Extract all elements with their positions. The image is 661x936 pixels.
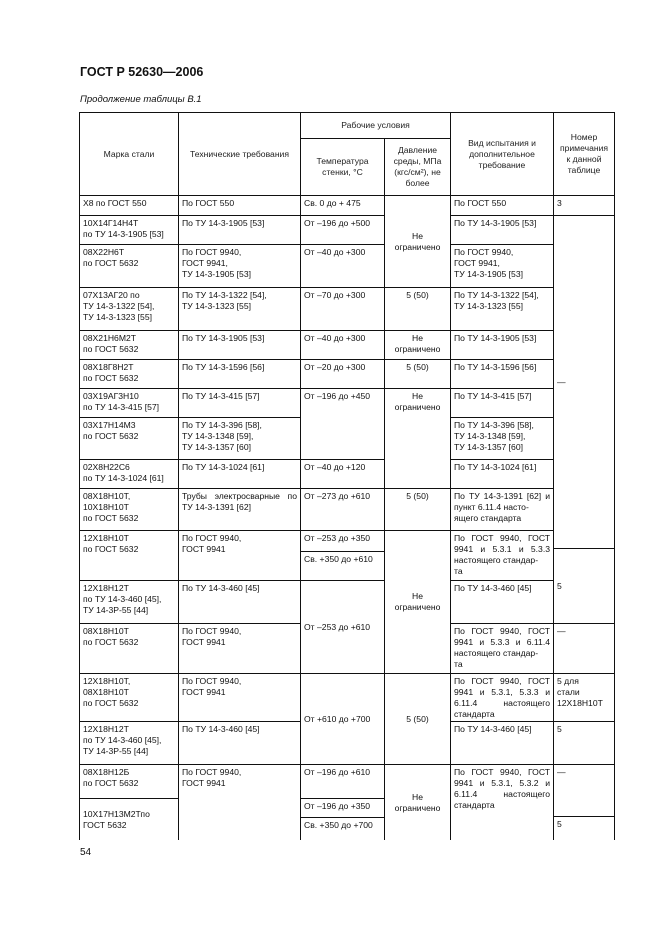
requirements-cell: По ГОСТ 9940, ГОСТ 9941 xyxy=(178,764,301,840)
header-temperature: Температура стенки, °С xyxy=(300,138,385,196)
steel-grade-cell: 08Х22Н6Т по ГОСТ 5632 xyxy=(79,244,179,288)
steel-grade-cell: 12Х18Н10Т, 08Х18Н10Т по ГОСТ 5632 xyxy=(79,673,179,722)
pressure-cell: Не ограничено xyxy=(384,330,451,360)
note-cell: — xyxy=(553,623,615,674)
header-conditions: Рабочие условия xyxy=(300,112,451,139)
test-cell: По ТУ 14-3-1905 [53] xyxy=(450,330,554,360)
steel-grade-cell: 08Х18Н10Т, 10Х18Н10Т по ГОСТ 5632 xyxy=(79,488,179,531)
note-cell: — xyxy=(553,764,615,817)
note-cell: 5 xyxy=(553,816,615,840)
requirements-cell: По ТУ 14-3-1596 [56] xyxy=(178,359,301,389)
test-cell: По ТУ 14-3-1391 [62] и пункт 6.11.4 наст… xyxy=(450,488,554,531)
note-cell: 5 для стали 12Х18Н10Т xyxy=(553,673,615,722)
requirements-cell: По ГОСТ 550 xyxy=(178,195,301,216)
steel-grade-cell: 03Х17Н14М3 по ГОСТ 5632 xyxy=(79,417,179,460)
test-cell: По ГОСТ 9940, ГОСТ 9941 и 5.3.3 и 6.11.4… xyxy=(450,623,554,674)
pressure-cell: 5 (50) xyxy=(384,287,451,331)
pressure-cell: 5 (50) xyxy=(384,359,451,389)
temperature-cell: Св. +350 до +700 xyxy=(300,817,385,840)
requirements-cell: Трубы электросварные по ТУ 14-3-1391 [62… xyxy=(178,488,301,531)
requirements-cell: По ГОСТ 9940, ГОСТ 9941 xyxy=(178,673,301,722)
temperature-cell: От –20 до +300 xyxy=(300,359,385,389)
temperature-cell: От –253 до +610 xyxy=(300,580,385,674)
steel-grade-cell: 08Х18Г8Н2Т по ГОСТ 5632 xyxy=(79,359,179,389)
pressure-cell: Не ограничено xyxy=(384,388,451,489)
temperature-cell: От –273 до +610 xyxy=(300,488,385,531)
test-cell: По ГОСТ 9940, ГОСТ 9941 и 5.3.1, 5.3.3 и… xyxy=(450,673,554,722)
requirements-cell: По ТУ 14-3-1024 [61] xyxy=(178,459,301,489)
requirements-cell: По ГОСТ 9940, ГОСТ 9941, ТУ 14-3-1905 [5… xyxy=(178,244,301,288)
note-cell: 5 xyxy=(553,721,615,765)
requirements-cell: По ТУ 14-3-1905 [53] xyxy=(178,215,301,245)
steel-grade-cell: 08Х18Н10Т по ГОСТ 5632 xyxy=(79,623,179,674)
pressure-cell: Не ограничено xyxy=(384,195,451,288)
test-cell: По ГОСТ 9940, ГОСТ 9941, ТУ 14-3-1905 [5… xyxy=(450,244,554,288)
temperature-cell: От –40 до +300 xyxy=(300,244,385,288)
requirements-cell: По ТУ 14-3-1322 [54], ТУ 14-3-1323 [55] xyxy=(178,287,301,331)
requirements-cell: По ТУ 14-3-415 [57] xyxy=(178,388,301,418)
steel-grade-cell: 10Х14Г14Н4Т по ТУ 14-3-1905 [53] xyxy=(79,215,179,245)
header-test: Вид испытания и дополнительное требовани… xyxy=(450,112,554,196)
note-cell: 3 xyxy=(553,195,615,216)
test-cell: По ТУ 14-3-460 [45] xyxy=(450,721,554,765)
steel-grade-cell: Х8 по ГОСТ 550 xyxy=(79,195,179,216)
requirements-cell: По ТУ 14-3-460 [45] xyxy=(178,721,301,765)
header-pressure: Давление среды, МПа (кгс/см²), не более xyxy=(384,138,451,196)
temperature-cell: От –196 до +610 xyxy=(300,764,385,799)
requirements-cell: По ГОСТ 9940, ГОСТ 9941 xyxy=(178,530,301,581)
test-cell: По ГОСТ 9940, ГОСТ 9941 и 5.3.1 и 5.3.3 … xyxy=(450,530,554,581)
note-cell: 5 xyxy=(553,548,615,624)
test-cell: По ГОСТ 9940, ГОСТ 9941 и 5.3.1, 5.3.2 и… xyxy=(450,764,554,840)
test-cell: По ТУ 14-3-396 [58], ТУ 14-3-1348 [59], … xyxy=(450,417,554,460)
temperature-cell: От –196 до +500 xyxy=(300,215,385,245)
temperature-cell: От –70 до +300 xyxy=(300,287,385,331)
steel-grade-cell: 03Х19АГ3Н10 по ТУ 14-3-415 [57] xyxy=(79,388,179,418)
steel-grade-cell: 10Х17Н13М2Тпо ГОСТ 5632 xyxy=(79,798,179,840)
requirements-cell: По ТУ 14-3-396 [58], ТУ 14-3-1348 [59], … xyxy=(178,417,301,460)
test-cell: По ТУ 14-3-1024 [61] xyxy=(450,459,554,489)
header-mark: Марка стали xyxy=(79,112,179,196)
temperature-cell: Св. 0 до + 475 xyxy=(300,195,385,216)
document-title: ГОСТ Р 52630—2006 xyxy=(80,65,204,79)
temperature-cell: Св. +350 до +610 xyxy=(300,551,385,581)
temperature-cell: От –40 до +120 xyxy=(300,459,385,489)
test-cell: По ТУ 14-3-1596 [56] xyxy=(450,359,554,389)
steel-grade-cell: 12Х18Н12Т по ТУ 14-3-460 [45], ТУ 14-3Р-… xyxy=(79,721,179,765)
test-cell: По ТУ 14-3-415 [57] xyxy=(450,388,554,418)
test-cell: По ТУ 14-3-1322 [54], ТУ 14-3-1323 [55] xyxy=(450,287,554,331)
steel-grade-cell: 02Х8Н22С6 по ТУ 14-3-1024 [61] xyxy=(79,459,179,489)
note-cell: — xyxy=(553,215,615,549)
temperature-cell: От +610 до +700 xyxy=(300,673,385,765)
pressure-cell: 5 (50) xyxy=(384,488,451,531)
test-cell: По ТУ 14-3-460 [45] xyxy=(450,580,554,624)
steel-grade-cell: 08Х18Н12Б по ГОСТ 5632 xyxy=(79,764,179,799)
temperature-cell: От –196 до +350 xyxy=(300,798,385,818)
test-cell: По ГОСТ 550 xyxy=(450,195,554,216)
temperature-cell: От –40 до +300 xyxy=(300,330,385,360)
steel-grade-cell: 08Х21Н6М2Т по ГОСТ 5632 xyxy=(79,330,179,360)
page-number: 54 xyxy=(80,847,92,858)
header-requirements: Технические требования xyxy=(178,112,301,196)
pressure-cell: Не ограничено xyxy=(384,530,451,674)
requirements-cell: По ТУ 14-3-1905 [53] xyxy=(178,330,301,360)
pressure-cell: Не ограничено xyxy=(384,764,451,840)
steel-grade-cell: 07Х13АГ20 по ТУ 14-3-1322 [54], ТУ 14-3-… xyxy=(79,287,179,331)
test-cell: По ТУ 14-3-1905 [53] xyxy=(450,215,554,245)
requirements-cell: По ГОСТ 9940, ГОСТ 9941 xyxy=(178,623,301,674)
header-note: Номер примечания к данной таблице xyxy=(553,112,615,196)
steel-grade-cell: 12Х18Н12Т по ТУ 14-3-460 [45], ТУ 14-3Р-… xyxy=(79,580,179,624)
pressure-cell: 5 (50) xyxy=(384,673,451,765)
requirements-cell: По ТУ 14-3-460 [45] xyxy=(178,580,301,624)
steel-grade-cell: 12Х18Н10Т по ГОСТ 5632 xyxy=(79,530,179,581)
table-caption: Продолжение таблицы В.1 xyxy=(80,94,202,105)
temperature-cell: От –253 до +350 xyxy=(300,530,385,552)
temperature-cell: От –196 до +450 xyxy=(300,388,385,460)
